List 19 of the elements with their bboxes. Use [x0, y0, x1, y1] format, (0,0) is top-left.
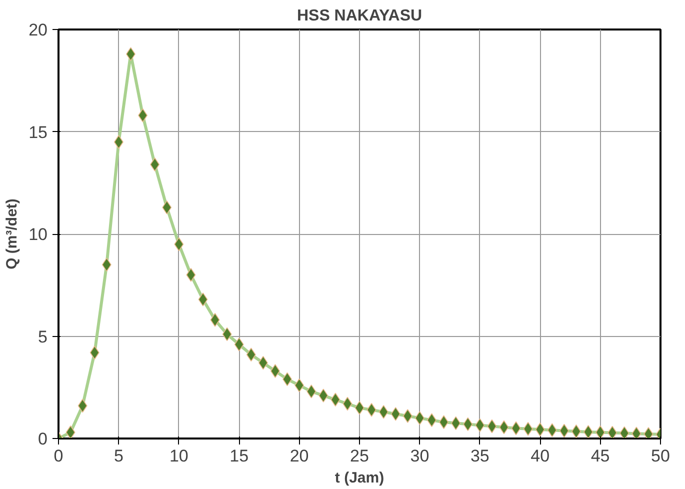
y-tick-label: 20 — [28, 20, 48, 40]
x-axis-title: t (Jam) — [334, 470, 384, 486]
x-tick-label: 25 — [350, 446, 369, 466]
y-axis-title: Q (m³/det) — [4, 198, 21, 270]
x-tick-label: 30 — [410, 446, 430, 466]
x-tick-label: 10 — [169, 446, 188, 466]
x-tick-label: 5 — [114, 446, 124, 466]
y-tick-label: 5 — [38, 327, 48, 346]
x-tick-label: 40 — [530, 446, 550, 466]
x-tick-label: 35 — [470, 446, 490, 466]
x-tick-label: 20 — [290, 446, 309, 466]
x-tick-label: 0 — [54, 446, 64, 466]
chart-title: HSS NAKAYASU — [296, 8, 422, 24]
x-tick-label: 15 — [230, 446, 249, 466]
x-tick-label: 45 — [590, 446, 610, 466]
y-tick-label: 15 — [28, 122, 48, 142]
y-tick-label: 0 — [38, 430, 48, 448]
x-tick-label: 50 — [651, 446, 670, 466]
y-tick-label: 10 — [28, 225, 48, 244]
